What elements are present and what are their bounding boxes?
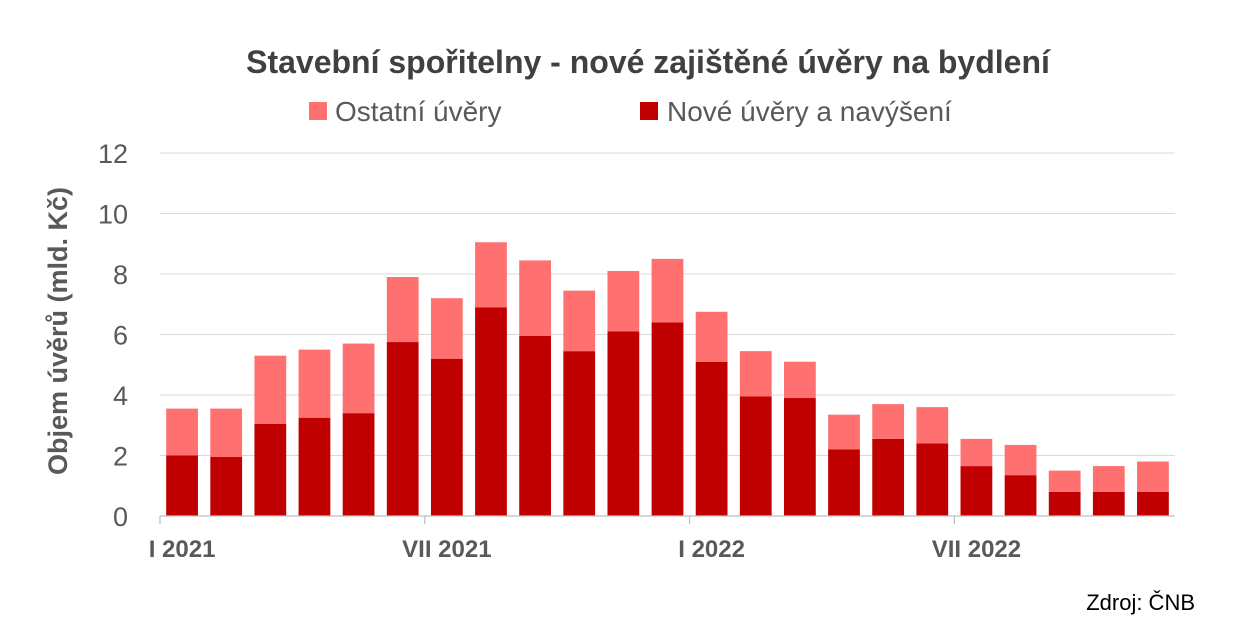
bar-segment-ostatni-uvery: [298, 349, 331, 418]
bar-segment-ostatni-uvery: [739, 351, 772, 397]
bar-segment-ostatni-uvery: [695, 311, 728, 362]
x-tick-label: VII 2021: [402, 536, 491, 563]
bar-segment-nove-uvery-a-navyseni: [916, 443, 949, 516]
y-tick-label: 6: [113, 321, 128, 351]
bar-segment-nove-uvery-a-navyseni: [430, 358, 463, 516]
legend-swatch-nove-uvery-a-navyseni: [640, 102, 658, 120]
bar-segment-ostatni-uvery: [254, 355, 287, 424]
bar-segment-ostatni-uvery: [430, 298, 463, 359]
bar-segment-ostatni-uvery: [386, 277, 419, 343]
bar-segment-ostatni-uvery: [960, 438, 993, 467]
bar-segment-ostatni-uvery: [828, 414, 860, 450]
bar-segment-nove-uvery-a-navyseni: [651, 322, 684, 516]
bar-segment-ostatni-uvery: [210, 408, 243, 458]
y-tick-label: 0: [113, 502, 128, 532]
bar-segment-nove-uvery-a-navyseni: [519, 336, 551, 516]
bar-segment-nove-uvery-a-navyseni: [828, 449, 860, 516]
bar-segment-nove-uvery-a-navyseni: [298, 417, 331, 516]
y-tick-label: 8: [113, 260, 128, 290]
bar-segment-nove-uvery-a-navyseni: [1004, 475, 1037, 516]
bar-segment-ostatni-uvery: [916, 407, 949, 444]
bar-segment-nove-uvery-a-navyseni: [1137, 491, 1169, 516]
bar-segment-ostatni-uvery: [166, 408, 198, 456]
bar-segment-nove-uvery-a-navyseni: [784, 398, 816, 516]
bar-segment-nove-uvery-a-navyseni: [1092, 491, 1125, 516]
legend-item-nove-uvery-a-navyseni: Nové úvěry a navýšení: [640, 96, 952, 127]
source-note: Zdroj: ČNB: [1086, 590, 1195, 615]
bar-segment-nove-uvery-a-navyseni: [254, 423, 287, 516]
bar-segment-nove-uvery-a-navyseni: [166, 455, 198, 516]
bar-segment-ostatni-uvery: [1137, 461, 1169, 492]
x-tick-label: I 2021: [149, 536, 216, 563]
legend-item-ostatni-uvery: Ostatní úvěry: [309, 96, 502, 127]
bar-segment-ostatni-uvery: [563, 290, 596, 352]
bar-segment-ostatni-uvery: [519, 260, 551, 337]
bar-segment-ostatni-uvery: [784, 361, 816, 399]
bar-segment-nove-uvery-a-navyseni: [872, 438, 905, 516]
bar-segment-ostatni-uvery: [872, 404, 905, 439]
chart-title: Stavební spořitelny - nové zajištěné úvě…: [246, 44, 1051, 80]
x-tick-label: I 2022: [678, 536, 745, 563]
bar-segment-nove-uvery-a-navyseni: [695, 361, 728, 516]
bar-segment-nove-uvery-a-navyseni: [607, 331, 640, 516]
legend-label-nove-uvery-a-navyseni: Nové úvěry a navýšení: [667, 96, 952, 127]
plot-area: 0 2 4 6 8 10 12 I 2021 VII 2021 I 2022 VII 2022: [98, 139, 1175, 563]
bar-segment-ostatni-uvery: [651, 258, 684, 323]
bar-segment-ostatni-uvery: [1004, 444, 1037, 476]
x-tick-label: VII 2022: [932, 536, 1021, 563]
y-axis-label: Objem úvěrů (mld. Kč): [43, 187, 73, 475]
bar-segment-ostatni-uvery: [475, 242, 507, 308]
y-tick-label: 10: [98, 200, 128, 230]
x-axis: I 2021 VII 2021 I 2022 VII 2022: [149, 515, 1175, 563]
bar-segment-nove-uvery-a-navyseni: [475, 307, 507, 516]
bar-segment-nove-uvery-a-navyseni: [342, 413, 375, 516]
legend-swatch-ostatni-uvery: [309, 102, 327, 120]
legend: Ostatní úvěry Nové úvěry a navýšení: [309, 96, 952, 127]
legend-label-ostatni-uvery: Ostatní úvěry: [335, 96, 502, 127]
bar-segment-ostatni-uvery: [1092, 466, 1125, 492]
bar-segment-nove-uvery-a-navyseni: [960, 466, 993, 516]
bar-segment-ostatni-uvery: [342, 343, 375, 414]
y-tick-label: 12: [98, 139, 128, 169]
bars: [166, 242, 1169, 516]
y-tick-label: 4: [113, 381, 128, 411]
y-tick-label: 2: [113, 442, 128, 472]
bar-segment-nove-uvery-a-navyseni: [210, 457, 243, 516]
bar-segment-nove-uvery-a-navyseni: [386, 342, 419, 516]
bar-segment-ostatni-uvery: [607, 270, 640, 332]
bar-segment-ostatni-uvery: [1048, 470, 1081, 492]
bar-segment-nove-uvery-a-navyseni: [1048, 491, 1081, 516]
y-axis-ticks: 0 2 4 6 8 10 12: [98, 139, 128, 532]
bar-segment-nove-uvery-a-navyseni: [739, 396, 772, 516]
bar-segment-nove-uvery-a-navyseni: [563, 351, 596, 516]
